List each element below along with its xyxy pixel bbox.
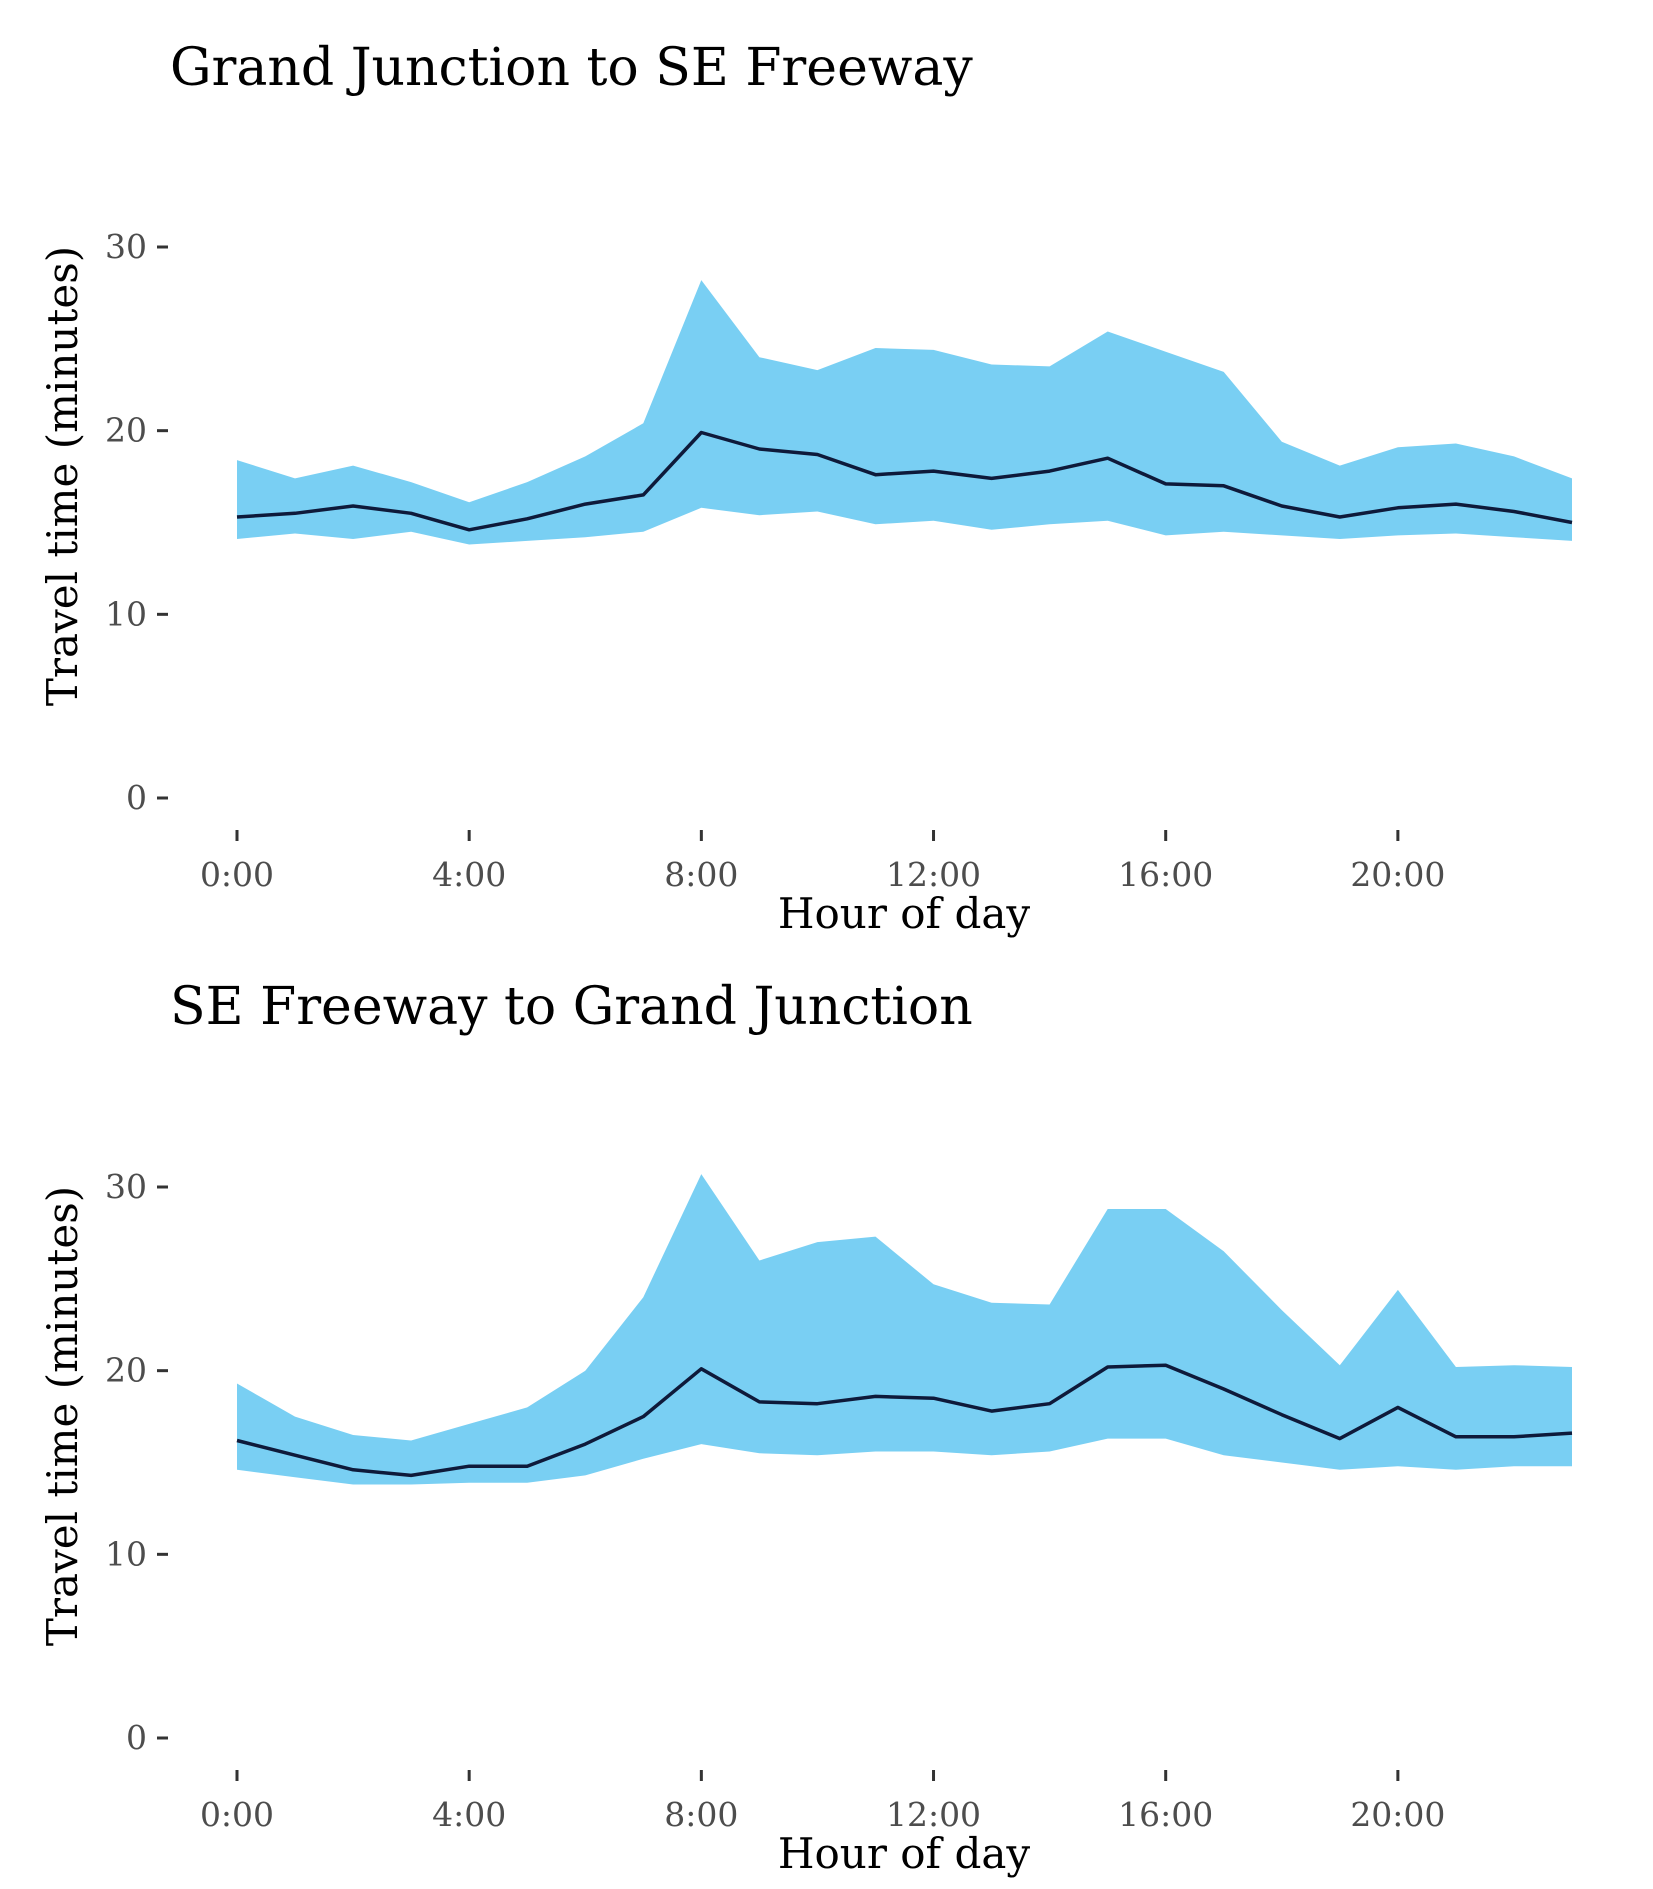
chart-panel-grand-junction-to-se-freeway: Grand Junction to SE Freeway Travel time…: [38, 38, 1573, 938]
chart-title: SE Freeway to Grand Junction: [170, 977, 973, 1037]
x-axis-title: Hour of day: [778, 1829, 1030, 1878]
mean-line: [236, 430, 1573, 532]
y-tick-label: 20: [105, 411, 147, 450]
y-tick-label: 0: [126, 1718, 147, 1757]
x-tick-label: 12:00: [886, 855, 981, 894]
plot-area: 0 10 20 30 0:00 4:00 8:00 12:00 16:00 20:00: [105, 227, 1573, 894]
y-tick-label: 30: [105, 227, 147, 266]
x-tick-label: 4:00: [432, 855, 506, 894]
x-tick-label: 0:00: [200, 1795, 274, 1834]
y-axis-title: Travel time (minutes): [38, 246, 87, 706]
x-tick-label: 16:00: [1118, 1795, 1213, 1834]
range-band: [237, 1174, 1572, 1485]
x-tick-label: 0:00: [200, 855, 274, 894]
mean-line: [236, 1363, 1573, 1478]
x-tick-label: 20:00: [1350, 855, 1445, 894]
y-tick-label: 10: [105, 594, 147, 633]
chart-panel-se-freeway-to-grand-junction: SE Freeway to Grand Junction Travel time…: [38, 977, 1573, 1878]
plot-area: 0 10 20 30 0:00 4:00 8:00 12:00 16:00 20:00: [105, 1167, 1573, 1834]
y-tick-label: 10: [105, 1534, 147, 1573]
x-tick-label: 8:00: [664, 855, 738, 894]
x-tick-label: 4:00: [432, 1795, 506, 1834]
y-axis-title: Travel time (minutes): [38, 1186, 87, 1646]
chart-title: Grand Junction to SE Freeway: [170, 38, 973, 98]
x-tick-label: 20:00: [1350, 1795, 1445, 1834]
y-tick-label: 30: [105, 1167, 147, 1206]
range-band: [237, 280, 1572, 545]
x-tick-label: 12:00: [886, 1795, 981, 1834]
x-axis-title: Hour of day: [778, 889, 1030, 938]
y-tick-label: 0: [126, 778, 147, 817]
x-tick-label: 16:00: [1118, 855, 1213, 894]
x-tick-label: 8:00: [664, 1795, 738, 1834]
y-tick-label: 20: [105, 1351, 147, 1390]
